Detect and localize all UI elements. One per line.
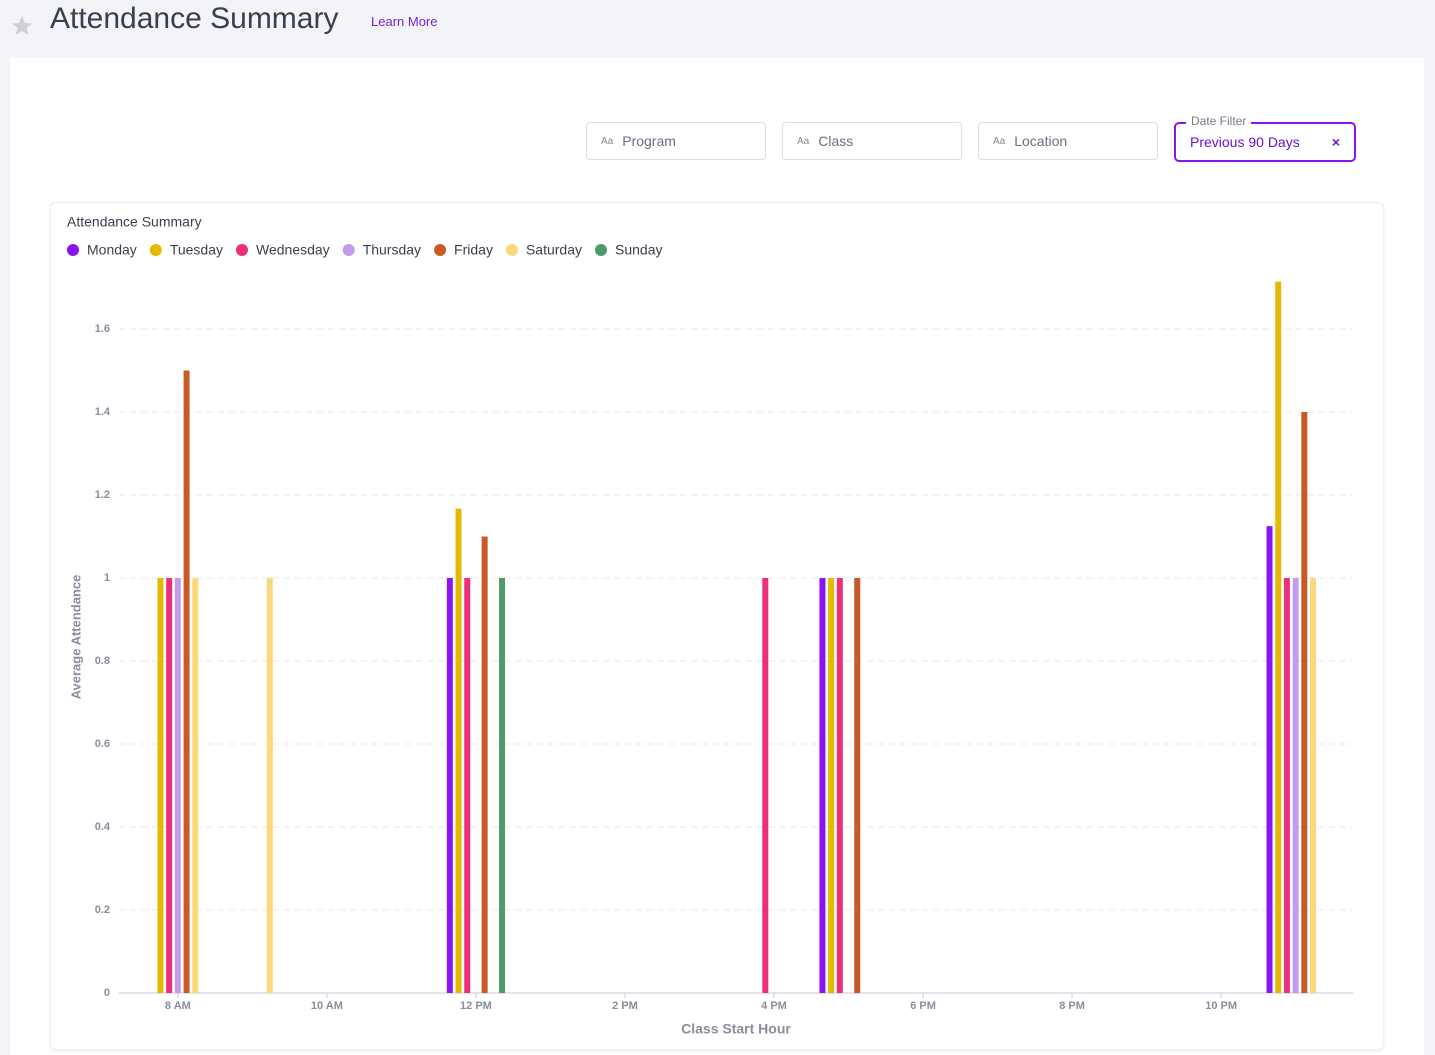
bar bbox=[762, 578, 769, 993]
bar bbox=[1275, 281, 1282, 993]
legend-label: Friday bbox=[454, 242, 493, 258]
bar bbox=[266, 578, 273, 993]
bar bbox=[499, 578, 506, 993]
bar bbox=[481, 536, 488, 993]
y-axis-title: Average Attendance bbox=[68, 575, 83, 700]
x-tick-label: 10 AM bbox=[311, 1000, 343, 1012]
y-tick-label: 1.4 bbox=[95, 406, 111, 418]
bar bbox=[446, 578, 453, 993]
bar bbox=[836, 578, 843, 993]
filter-icon: Aa bbox=[797, 135, 810, 147]
y-tick-label: 0 bbox=[104, 987, 110, 999]
program-filter[interactable]: Aa Program bbox=[586, 122, 766, 160]
clear-date-filter[interactable]: × bbox=[1331, 134, 1340, 150]
bar bbox=[166, 578, 173, 993]
bar bbox=[183, 370, 190, 993]
y-tick-label: 1.6 bbox=[95, 323, 110, 335]
legend-label: Tuesday bbox=[170, 242, 223, 258]
legend-marker bbox=[342, 244, 355, 256]
bar bbox=[1266, 526, 1273, 993]
bar bbox=[174, 578, 181, 993]
bar bbox=[1283, 578, 1290, 993]
y-tick-label: 0.4 bbox=[95, 821, 111, 833]
x-tick-label: 10 PM bbox=[1205, 1000, 1237, 1012]
chart-card bbox=[50, 202, 1384, 1050]
x-axis-title: Class Start Hour bbox=[681, 1021, 791, 1037]
legend-marker bbox=[67, 244, 79, 256]
bar bbox=[854, 578, 861, 993]
filter-placeholder: Program bbox=[622, 133, 676, 149]
legend-marker bbox=[149, 244, 162, 256]
filter-icon: Aa bbox=[993, 135, 1006, 147]
legend-label: Saturday bbox=[526, 242, 582, 258]
bar bbox=[1292, 578, 1299, 993]
filter-icon: Aa bbox=[601, 135, 614, 147]
location-filter[interactable]: Aa Location bbox=[978, 122, 1158, 160]
x-tick-label: 2 PM bbox=[612, 1000, 638, 1012]
legend-label: Wednesday bbox=[256, 242, 330, 258]
page-title: Attendance Summary bbox=[50, 2, 339, 35]
date-filter-label: Date Filter bbox=[1186, 114, 1252, 128]
y-tick-label: 0.8 bbox=[95, 655, 110, 667]
filter-placeholder: Location bbox=[1014, 133, 1068, 149]
content-panel bbox=[10, 58, 1424, 1055]
chart-title: Attendance Summary bbox=[67, 214, 202, 230]
y-tick-label: 1.2 bbox=[95, 489, 110, 501]
x-tick-label: 12 PM bbox=[460, 1000, 492, 1012]
legend-marker bbox=[236, 244, 248, 256]
x-tick-label: 6 PM bbox=[910, 1000, 936, 1012]
bar bbox=[828, 578, 835, 993]
legend-label: Thursday bbox=[363, 242, 421, 258]
legend-marker bbox=[505, 244, 518, 256]
bar bbox=[1310, 578, 1317, 993]
class-filter[interactable]: Aa Class bbox=[782, 122, 962, 160]
favorite-star[interactable] bbox=[10, 14, 34, 38]
bar bbox=[157, 578, 164, 993]
x-tick-label: 8 AM bbox=[165, 1000, 191, 1012]
legend-label: Monday bbox=[87, 242, 137, 258]
date-filter-value: Previous 90 Days bbox=[1190, 134, 1300, 150]
legend-marker bbox=[434, 244, 447, 256]
bar bbox=[1301, 412, 1308, 993]
legend-label: Sunday bbox=[615, 242, 662, 258]
x-tick-label: 4 PM bbox=[761, 1000, 787, 1012]
bar bbox=[455, 508, 462, 993]
y-tick-label: 0.6 bbox=[95, 738, 110, 750]
legend-marker bbox=[595, 244, 607, 256]
y-tick-label: 1 bbox=[104, 572, 110, 584]
bar bbox=[192, 578, 199, 993]
x-tick-label: 8 PM bbox=[1059, 1000, 1085, 1012]
bar bbox=[464, 578, 471, 993]
y-tick-label: 0.2 bbox=[95, 904, 110, 916]
bar bbox=[819, 578, 826, 993]
date-filter[interactable]: Date Filter Previous 90 Days × bbox=[1174, 114, 1356, 162]
learn-more-link[interactable]: Learn More bbox=[371, 14, 438, 29]
filter-placeholder: Class bbox=[818, 133, 854, 149]
